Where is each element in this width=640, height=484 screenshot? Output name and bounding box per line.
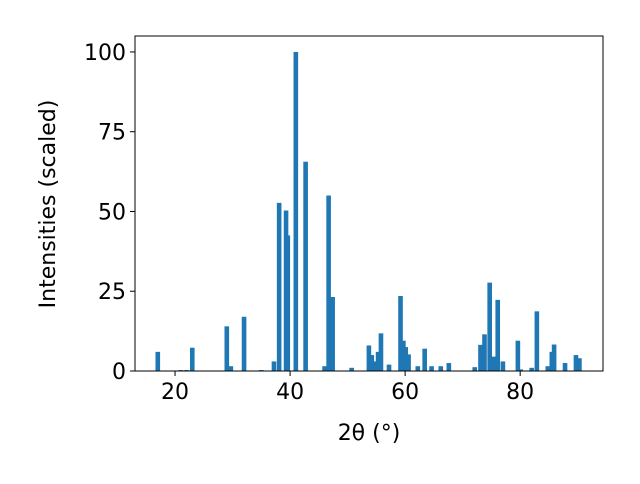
bar: [285, 235, 291, 371]
y-tick-label: 50: [98, 200, 126, 225]
bar: [446, 363, 452, 371]
x-tick-label: 20: [161, 380, 189, 405]
bar: [472, 367, 478, 371]
bar: [529, 367, 534, 371]
bar: [422, 348, 427, 371]
bar: [241, 316, 247, 371]
bar: [478, 344, 483, 371]
bar: [534, 311, 540, 371]
bar: [415, 366, 421, 371]
y-axis-label: Intensities (scaled): [36, 100, 61, 309]
plot-frame: [134, 35, 604, 372]
bar: [378, 333, 384, 371]
bar: [366, 345, 372, 371]
y-tick-label: 75: [98, 121, 126, 146]
bar: [518, 369, 524, 371]
y-tick-label: 0: [112, 360, 126, 385]
x-tick-label: 60: [391, 380, 419, 405]
bar: [487, 282, 492, 371]
bar: [438, 366, 444, 371]
bar: [330, 296, 335, 371]
bar: [398, 296, 403, 371]
bar: [228, 366, 234, 371]
bar: [551, 344, 557, 371]
bar: [573, 355, 579, 371]
bar: [276, 202, 282, 371]
bar: [545, 366, 551, 371]
bar: [500, 361, 506, 371]
bar: [155, 351, 161, 371]
bar: [369, 355, 375, 371]
bar: [372, 361, 377, 371]
bar: [303, 161, 308, 371]
x-tick-label: 40: [276, 380, 304, 405]
x-axis-label: 2θ (°): [338, 421, 401, 446]
y-tick-label: 100: [84, 41, 126, 66]
bar: [349, 367, 354, 371]
y-tick-label: 25: [98, 280, 126, 305]
bar: [577, 358, 582, 371]
bar: [224, 326, 230, 371]
bar: [375, 351, 381, 371]
bar: [326, 195, 331, 371]
bar: [406, 354, 411, 371]
bar: [322, 366, 327, 371]
bar: [491, 356, 497, 371]
bar: [403, 347, 408, 371]
bar: [495, 299, 501, 371]
bar: [189, 347, 195, 371]
bar: [482, 334, 487, 371]
bar: [562, 363, 568, 371]
bar: [293, 51, 299, 371]
bar: [386, 364, 392, 371]
bar: [271, 361, 277, 371]
x-tick-label: 80: [506, 380, 534, 405]
bar: [515, 340, 521, 371]
bar: [429, 366, 434, 371]
